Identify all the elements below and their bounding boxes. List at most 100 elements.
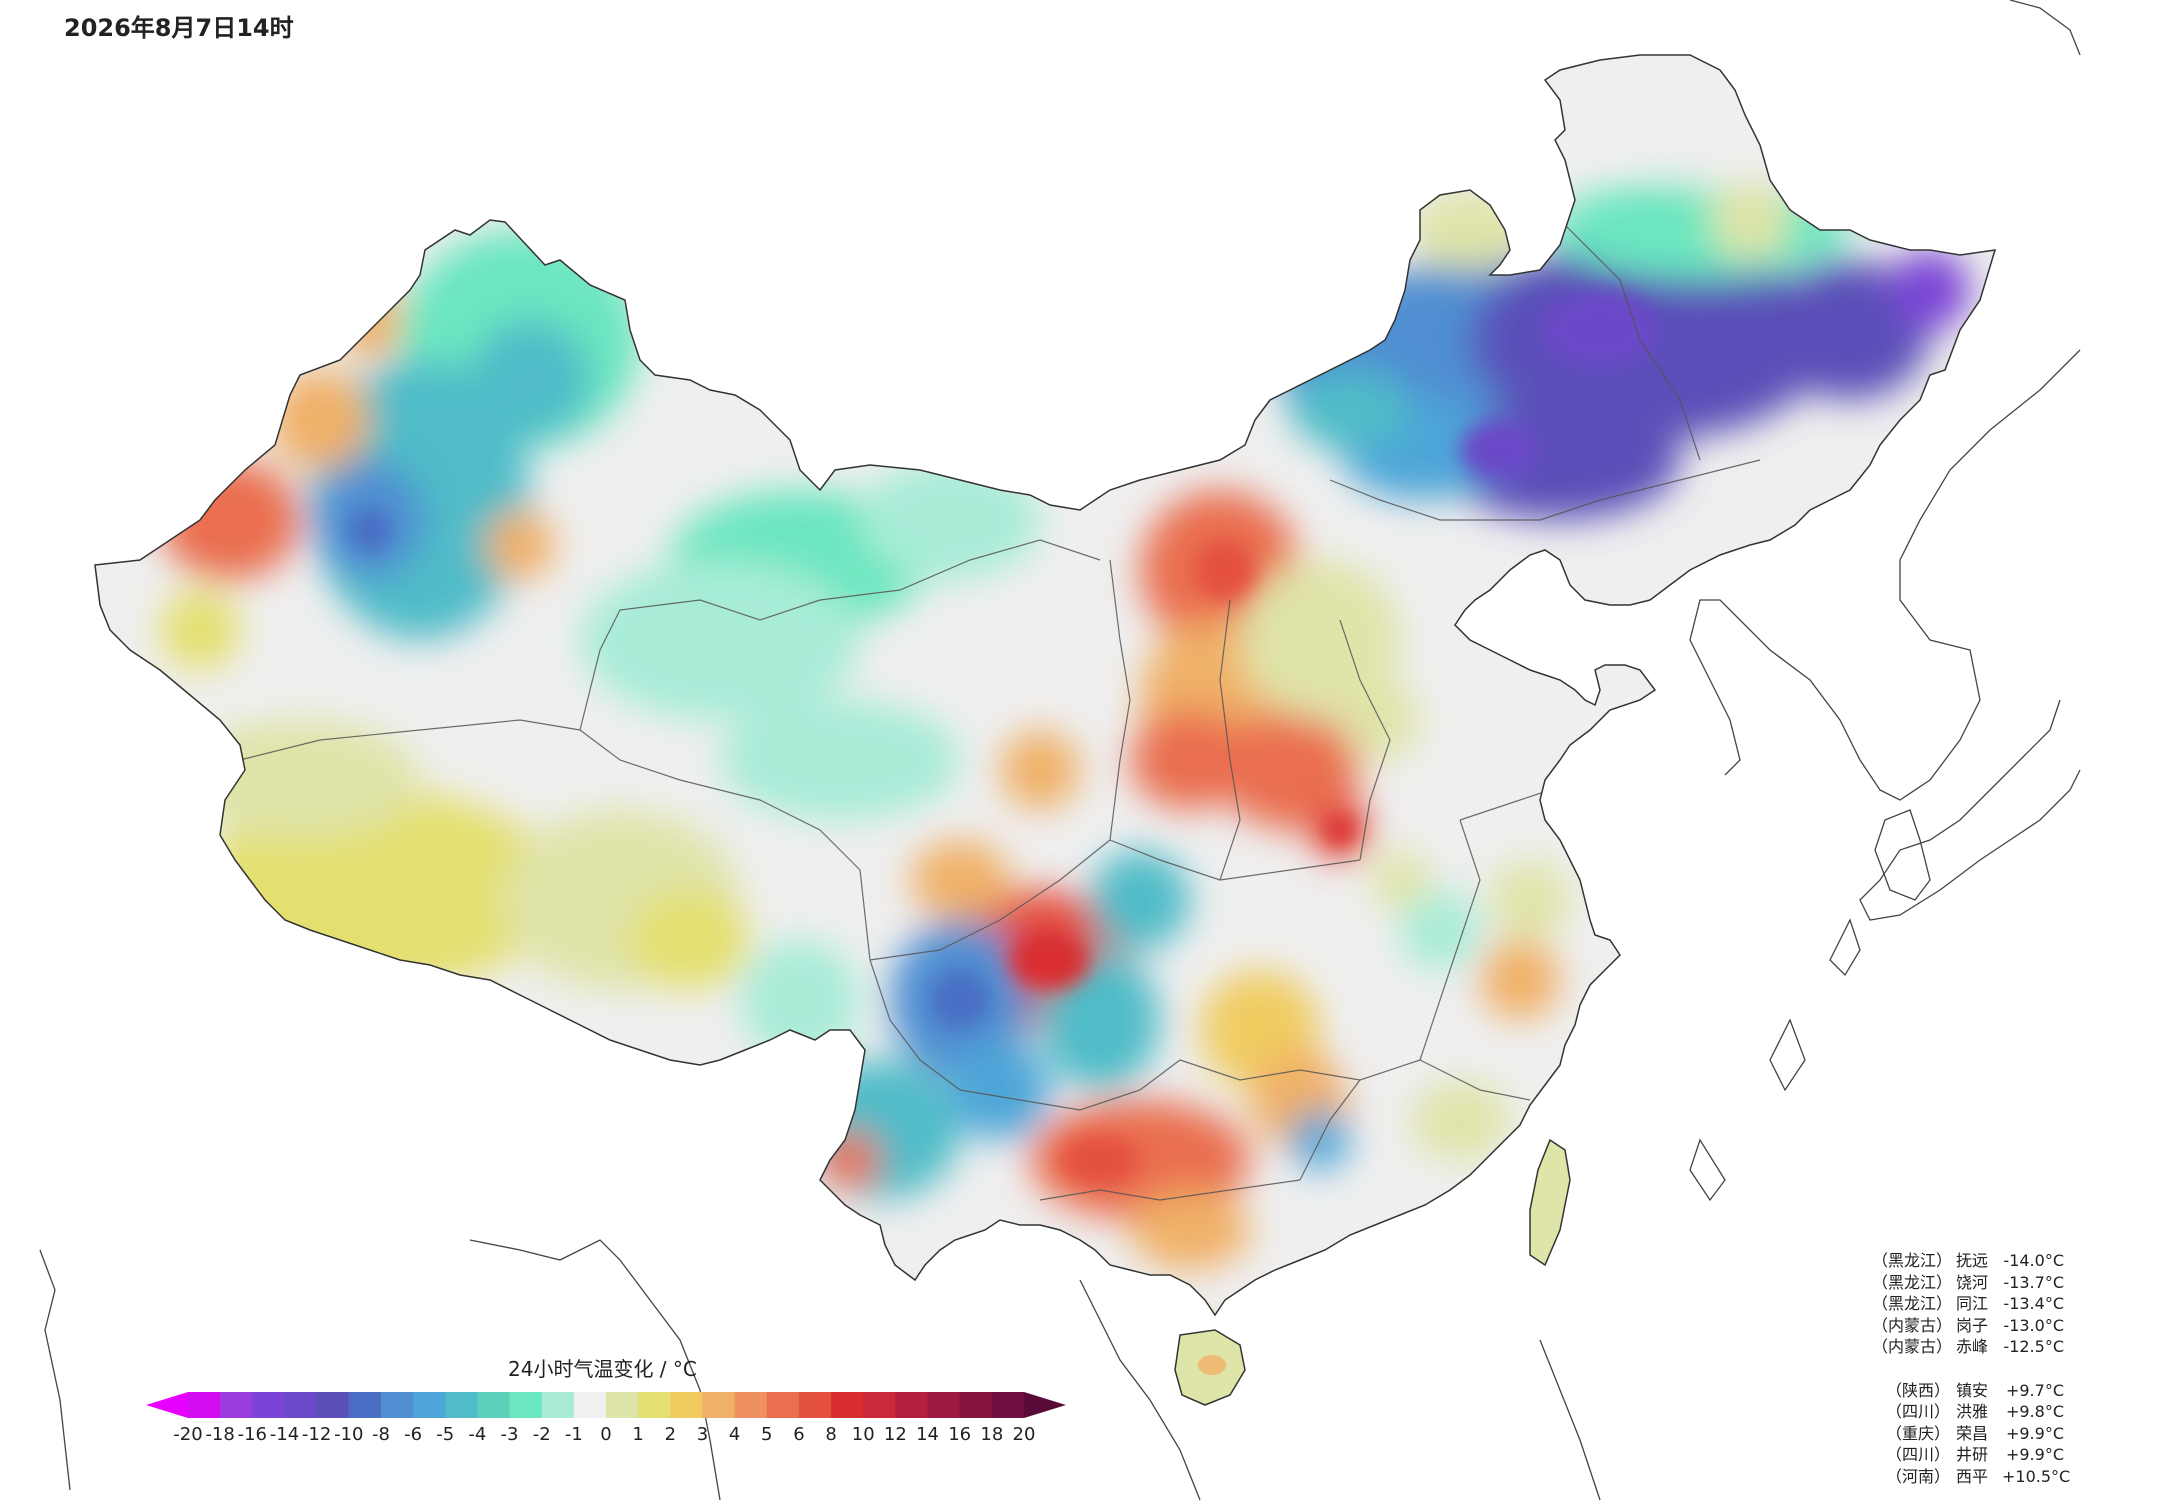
- station-row: （黑龙江） 饶河 -13.7°C: [1872, 1272, 2064, 1294]
- colorbar-tick-label: -3: [500, 1424, 519, 1445]
- station-name: 赤峰: [1956, 1337, 1989, 1356]
- colorbar-segment: [573, 1392, 607, 1418]
- station-name: 西平: [1956, 1466, 1989, 1486]
- station-row: （河南） 西平 +10.5°C: [1872, 1466, 2071, 1488]
- colorbar-segment: [509, 1392, 543, 1418]
- station-row: （四川） 井研 +9.9°C: [1872, 1444, 2064, 1466]
- lowest-stations: （黑龙江） 抚远 -14.0°C （黑龙江） 饶河 -13.7°C （黑龙江） 同江 -13.4…: [1872, 1250, 2064, 1358]
- station-name: 岗子: [1956, 1315, 1989, 1335]
- station-value: -12.5°C: [2003, 1337, 2064, 1356]
- colorbar-tick-label: -4: [468, 1424, 487, 1445]
- colorbar-tick-label: -14: [269, 1424, 300, 1445]
- station-name: 洪雅: [1956, 1402, 1989, 1421]
- colorbar-segment: [316, 1392, 350, 1418]
- colorbar-tick-label: -2: [532, 1424, 551, 1445]
- colorbar-segment: [606, 1392, 639, 1418]
- station-province: （河南）: [1885, 1466, 1950, 1486]
- colorbar-tick-label: -10: [334, 1424, 364, 1445]
- station-province: （黑龙江）: [1872, 1251, 1953, 1270]
- colorbar-segment: [895, 1392, 929, 1418]
- province-boundaries: [239, 159, 1761, 1201]
- station-province: （内蒙古）: [1872, 1315, 1953, 1335]
- colorbar-segment: [959, 1392, 993, 1418]
- colorbar-segment: [734, 1392, 768, 1418]
- station-province: （内蒙古）: [1872, 1337, 1953, 1356]
- colorbar-segment: [348, 1392, 382, 1418]
- station-name: 井研: [1956, 1445, 1989, 1464]
- colorbar-segment: [380, 1392, 414, 1418]
- colorbar-tick-label: -18: [205, 1424, 235, 1445]
- station-province: （重庆）: [1885, 1423, 1950, 1443]
- colorbar-segment: [670, 1392, 703, 1418]
- colorbar-tick-label: 5: [761, 1424, 773, 1445]
- colorbar-tick-label: 6: [793, 1424, 805, 1445]
- station-value: -13.0°C: [2003, 1315, 2064, 1335]
- station-province: （四川）: [1885, 1445, 1950, 1464]
- station-row: （内蒙古） 岗子 -13.0°C: [1872, 1315, 2064, 1337]
- colorbar-tick-label: 18: [980, 1424, 1004, 1445]
- colorbar-segment: [188, 1392, 221, 1418]
- station-value: +9.9°C: [2005, 1445, 2064, 1464]
- colorbar-tick-label: 14: [916, 1424, 939, 1445]
- map-timestamp: 2026年8月7日14时: [64, 14, 294, 42]
- station-row: （黑龙江） 抚远 -14.0°C: [1872, 1250, 2064, 1272]
- colorbar-segment: [252, 1392, 285, 1418]
- china-outline: [94, 54, 1997, 1317]
- station-value: +10.5°C: [2002, 1466, 2071, 1486]
- station-value: -13.7°C: [2003, 1272, 2064, 1292]
- station-value: +9.9°C: [2005, 1423, 2064, 1443]
- station-province: （黑龙江）: [1872, 1272, 1953, 1292]
- colorbar-segment: [991, 1392, 1025, 1418]
- colorbar-tick-label: -12: [301, 1424, 332, 1445]
- colorbar-tick-label: 0: [600, 1424, 612, 1445]
- colorbar-segment: [413, 1392, 446, 1418]
- station-province: （陕西）: [1885, 1380, 1950, 1400]
- station-row: （内蒙古） 赤峰 -12.5°C: [1872, 1336, 2064, 1358]
- colorbar-tick-label: -1: [564, 1424, 583, 1445]
- station-value: -14.0°C: [2003, 1251, 2064, 1270]
- station-name: 荣昌: [1956, 1423, 1989, 1443]
- station-name: 抚远: [1956, 1251, 1989, 1270]
- colorbar-tick-label: 20: [1012, 1424, 1036, 1445]
- colorbar-tick-label: 3: [696, 1424, 709, 1445]
- colorbar-segment: [798, 1392, 832, 1418]
- station-name: 同江: [1956, 1294, 1989, 1313]
- station-extremes-list: （黑龙江） 抚远 -14.0°C （黑龙江） 饶河 -13.7°C （黑龙江） 同江 -13.4…: [1872, 1250, 2071, 1488]
- colorbar-tick-label: -8: [371, 1424, 390, 1445]
- station-row: （四川） 洪雅 +9.8°C: [1872, 1401, 2064, 1423]
- colorbar-tick-label: 10: [851, 1424, 875, 1445]
- station-row: （陕西） 镇安 +9.7°C: [1872, 1380, 2064, 1402]
- colorbar-segment: [766, 1392, 800, 1418]
- station-value: +9.8°C: [2005, 1402, 2064, 1421]
- station-province: （黑龙江）: [1872, 1294, 1953, 1313]
- colorbar-tick-label: 4: [728, 1424, 741, 1445]
- colorbar-segment: [220, 1392, 253, 1418]
- colorbar-tick-label: -6: [404, 1424, 423, 1445]
- colorbar-tick-label: -20: [173, 1424, 203, 1445]
- colorbar-segment: [284, 1392, 318, 1418]
- colorbar-title: 24小时气温变化 / °C: [508, 1357, 697, 1381]
- colorbar-tick-label: 8: [825, 1424, 837, 1445]
- colorbar-segment: [927, 1392, 961, 1418]
- colorbar-segment: [445, 1392, 478, 1418]
- colorbar: [146, 1392, 1066, 1418]
- colorbar-tick-label: 2: [664, 1424, 677, 1445]
- colorbar-segment: [477, 1392, 511, 1418]
- colorbar-segment: [638, 1392, 671, 1418]
- colorbar-tick-label: -5: [436, 1424, 455, 1445]
- station-value: +9.7°C: [2005, 1380, 2064, 1400]
- colorbar-tick-label: 1: [632, 1424, 644, 1445]
- colorbar-segment: [831, 1392, 864, 1418]
- station-row: （重庆） 荣昌 +9.9°C: [1872, 1423, 2064, 1445]
- colorbar-segment: [541, 1392, 575, 1418]
- station-row: （黑龙江） 同江 -13.4°C: [1872, 1293, 2064, 1315]
- colorbar-min-arrow: [146, 1392, 188, 1418]
- colorbar-tick-label: 12: [883, 1424, 907, 1445]
- station-value: -13.4°C: [2003, 1294, 2064, 1313]
- station-name: 饶河: [1956, 1272, 1989, 1292]
- station-name: 镇安: [1956, 1380, 1989, 1400]
- colorbar-tick-label: 16: [948, 1424, 972, 1445]
- station-province: （四川）: [1885, 1402, 1950, 1421]
